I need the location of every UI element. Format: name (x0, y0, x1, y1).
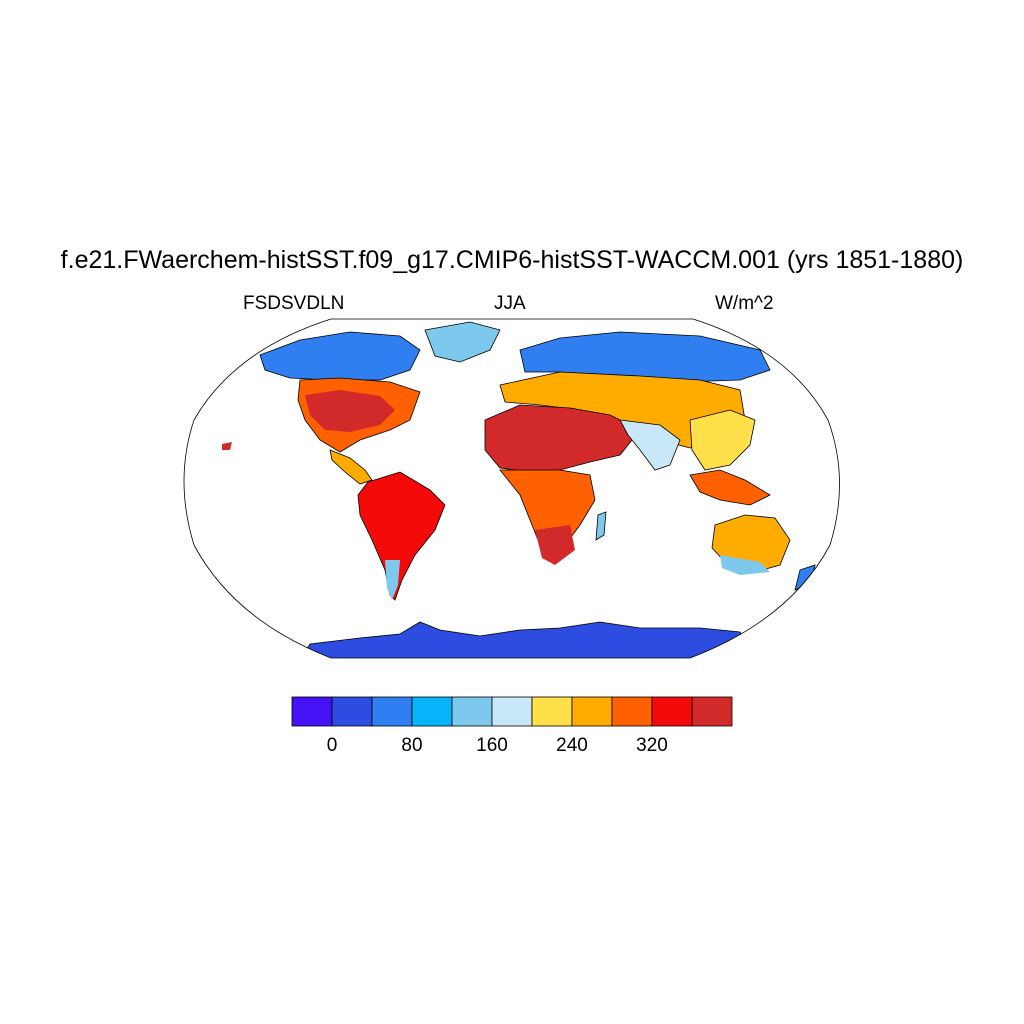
arctic-canada-region (259, 331, 421, 381)
south-asia-region (619, 419, 681, 471)
colorbar-swatch (651, 696, 693, 727)
colorbar-swatch (491, 696, 533, 727)
colorbar-swatch (531, 696, 573, 727)
africa-north-region (484, 404, 641, 473)
north-america-core (305, 390, 395, 432)
greenland-region (424, 321, 501, 363)
southeast-asia-region (689, 469, 771, 506)
colorbar-swatch (371, 696, 413, 727)
colorbar-tick-label: 160 (476, 735, 508, 756)
colorbar-tick-label: 320 (636, 735, 668, 756)
colorbar-tick-label: 0 (326, 735, 338, 756)
australia-south-region (720, 555, 770, 575)
map-outline (183, 318, 840, 659)
eurasia-north-region (519, 331, 771, 383)
madagascar-region (595, 511, 607, 541)
east-asia-region (689, 409, 756, 471)
colorbar-swatch (291, 696, 333, 727)
south-america-region (357, 471, 446, 601)
units-label: W/m^2 (715, 293, 774, 314)
central-america-region (329, 449, 373, 485)
south-america-south (385, 560, 400, 600)
colorbar-swatch (451, 696, 493, 727)
season-label: JJA (494, 293, 526, 314)
hawaii-region (222, 442, 232, 450)
colorbar-tick-label: 240 (556, 735, 588, 756)
colorbar-swatch (571, 696, 613, 727)
colorbar-tick-label: 80 (401, 735, 423, 756)
variable-label: FSDSVDLN (243, 293, 345, 314)
colorbar-swatch (411, 696, 453, 727)
africa-south-region (535, 525, 575, 565)
colorbar-swatch (691, 696, 733, 727)
antarctica-region (299, 621, 761, 658)
plot-title: f.e21.FWaerchem-histSST.f09_g17.CMIP6-hi… (60, 246, 964, 274)
colorbar-swatch (331, 696, 373, 727)
colorbar-swatch (611, 696, 653, 727)
